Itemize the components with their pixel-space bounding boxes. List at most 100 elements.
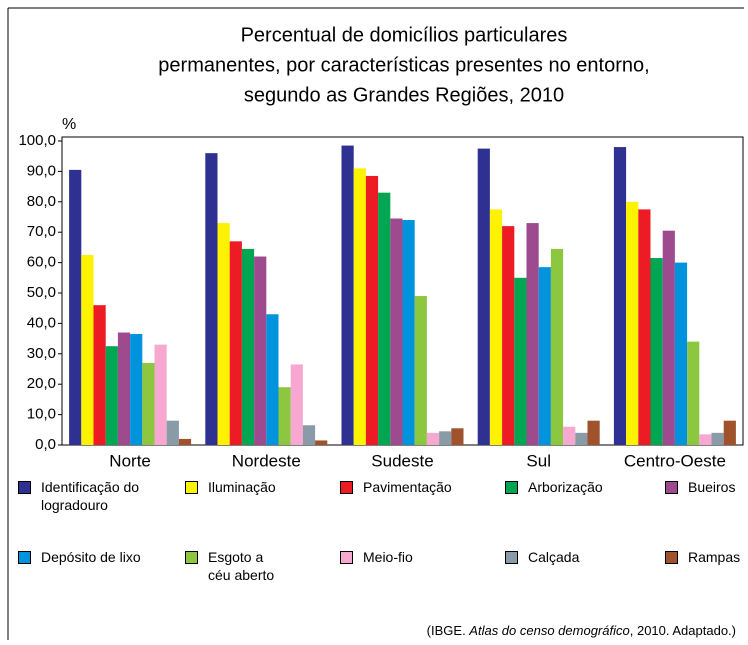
bar [526,223,539,445]
y-tick-label: 80,0 [27,193,56,210]
legend-item: Iluminação [185,478,276,496]
chart-title: permanentes, por características present… [158,54,649,76]
legend-label: Pavimentação [363,479,452,495]
x-tick-label: Sul [526,451,551,470]
bar [81,255,94,445]
legend-label: Meio-fio [363,549,413,565]
y-tick-label: 50,0 [27,284,56,301]
bar [563,426,576,445]
bar [241,248,255,445]
bar [477,148,490,445]
y-tick-label: 40,0 [27,314,56,331]
x-tick-label: Norte [109,451,151,470]
bar [278,387,291,445]
legend-item: Depósito de lixo [18,548,141,566]
legend-label: Identificação do logradouro [41,479,140,513]
bar [613,147,627,445]
bar [302,425,316,445]
legend-item: Arborização [505,478,603,496]
bar [502,226,515,445]
bar [587,420,600,445]
y-tick-label: 20,0 [27,375,56,392]
legend-swatch [18,551,31,564]
y-tick-label: 30,0 [27,345,56,362]
legend-label: Iluminação [208,479,276,495]
y-axis-label: % [62,116,76,133]
legend-swatch [505,481,518,494]
bar [229,241,242,445]
source: (IBGE. Atlas do censo demográfico, 2010.… [427,623,736,638]
legend-label: Rampas [688,549,741,565]
legend-label: Calçada [528,549,580,565]
legend-item: Rampas [665,548,740,566]
legend-swatch [665,481,678,494]
chart-title: Percentual de domicílios particulares [241,24,568,46]
bar [711,432,724,445]
bar [93,305,106,445]
bar [402,220,415,445]
y-tick-label: 100,0 [18,132,56,149]
bar [662,230,675,445]
chart-title: segundo as Grandes Regiões, 2010 [244,84,564,106]
legend-label: Depósito de lixo [41,549,141,565]
bar [315,440,328,445]
bar [178,438,192,445]
source-text: (IBGE. [426,623,470,638]
bar [378,192,391,445]
source-text: , 2010. Adaptado.) [629,623,736,638]
x-tick-label: Nordeste [232,451,301,470]
legend-swatch [340,481,353,494]
bar [687,341,700,445]
bar [117,332,131,445]
bar [723,420,736,445]
legend-label: Bueiros [688,479,736,495]
bar [390,218,403,445]
legend-item: Meio-fio [340,548,413,566]
legend-swatch [185,481,198,494]
y-tick-label: 10,0 [27,406,56,423]
x-tick-label: Sudeste [371,451,433,470]
y-tick-label: 60,0 [27,254,56,271]
bar [699,434,712,445]
bar [166,420,179,445]
bar [130,334,143,445]
bar [514,277,527,445]
y-tick-label: 70,0 [27,223,56,240]
legend-swatch [665,551,678,564]
bar [142,362,155,445]
bar [217,223,230,445]
legend-item: Esgoto a céu aberto [185,548,288,584]
bar [290,364,303,445]
legend-item: Identificação do logradouro [18,478,141,514]
legend-swatch [340,551,353,564]
y-tick-label: 0,0 [35,436,56,453]
legend-swatch [18,481,31,494]
bar [254,256,267,445]
bar [69,169,82,445]
bar [638,209,651,445]
bar [538,267,551,445]
bar [341,145,354,445]
bar [451,428,464,445]
bar [414,296,427,445]
legend-label: Arborização [528,479,603,495]
legend-item: Bueiros [665,478,735,496]
bar [205,153,218,445]
bar [489,209,503,445]
bar [575,432,588,445]
bar [439,431,452,445]
bar [365,175,379,445]
source-title: Atlas do censo demográfico [469,623,630,638]
y-tick-label: 90,0 [27,162,56,179]
bar [266,314,279,445]
legend-swatch [185,551,198,564]
legend-item: Calçada [505,548,579,566]
bar [105,346,118,445]
bar [550,248,564,445]
bar [154,344,167,445]
bar [353,168,366,446]
legend-swatch [505,551,518,564]
bar [626,201,639,445]
